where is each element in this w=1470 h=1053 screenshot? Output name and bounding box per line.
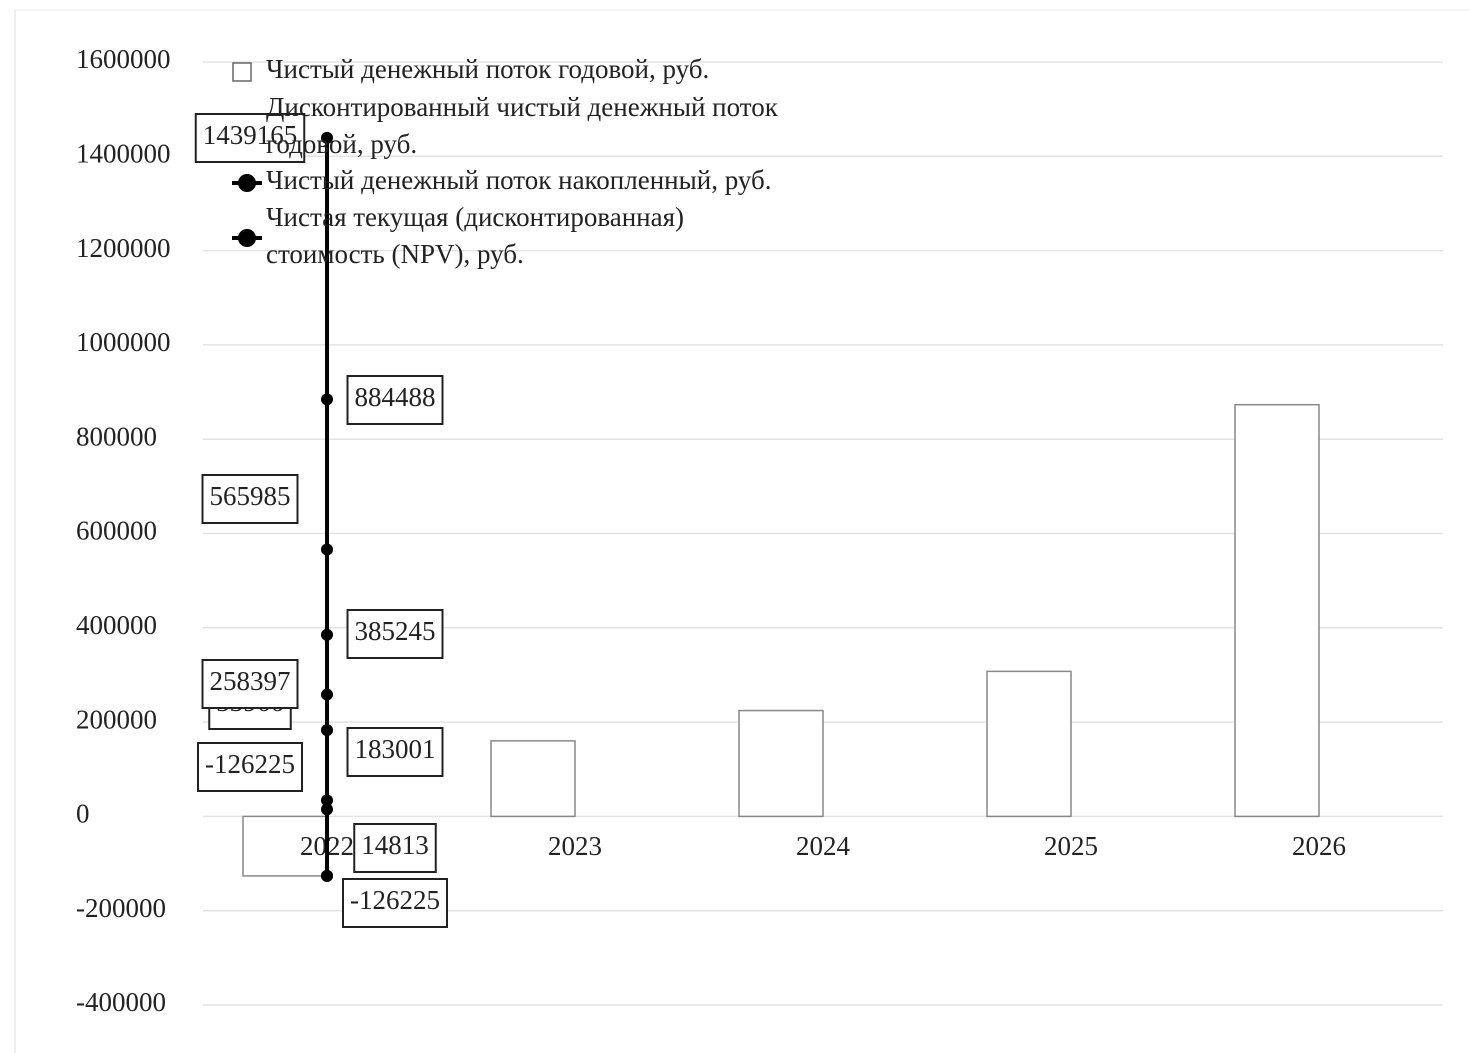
- legend-label: Дисконтированный чистый денежный поток го…: [266, 92, 779, 159]
- bar: [1234, 403, 1320, 818]
- bar: [738, 709, 824, 818]
- y-tick-label: 600000: [76, 516, 157, 546]
- data-label-box: [353, 823, 437, 873]
- x-tick-label: 2024: [796, 831, 851, 861]
- y-tick-label: 1200000: [76, 233, 171, 263]
- legend-line: Чистый денежный поток годовой, руб.: [266, 54, 709, 84]
- bar: [986, 670, 1072, 818]
- data-label: -126225: [342, 878, 448, 928]
- data-label-text: 1439165: [203, 120, 298, 150]
- y-tick-label: 800000: [76, 421, 157, 451]
- data-label-box: [194, 113, 306, 163]
- line-point: [321, 803, 333, 816]
- data-label: 183001: [346, 727, 444, 777]
- data-label: 258397: [201, 659, 299, 709]
- line-point: [321, 393, 333, 406]
- data-label-text: -126225: [205, 749, 295, 779]
- data-label: 1439165: [194, 113, 306, 163]
- data-label: 385245: [346, 609, 444, 659]
- y-tick-label: -200000: [76, 893, 166, 923]
- legend-swatch: [238, 229, 256, 247]
- y-tick-label: 1400000: [76, 139, 171, 169]
- y-tick-label: 1000000: [76, 327, 171, 357]
- legend-line: стоимость (NPV), руб.: [266, 239, 524, 269]
- data-label-box: [201, 474, 299, 524]
- legend-line: Чистый денежный поток накопленный, руб.: [266, 165, 771, 195]
- legend-swatch: [232, 62, 252, 82]
- data-label-box: [342, 878, 448, 928]
- line-point: [321, 869, 333, 882]
- legend-label: Чистый денежный поток накопленный, руб.: [266, 165, 771, 195]
- data-label-text: 14813: [361, 830, 429, 860]
- data-label-text: 884488: [355, 382, 436, 412]
- legend-line: Чистая текущая (дисконтированная): [266, 202, 684, 232]
- legend-line: Дисконтированный чистый денежный поток: [266, 92, 779, 122]
- data-label-text: 385245: [355, 616, 436, 646]
- data-label-box: [201, 659, 299, 709]
- line-point: [321, 131, 333, 144]
- data-label-box: [197, 742, 303, 792]
- data-label-box: [346, 375, 444, 425]
- data-label-box: [346, 609, 444, 659]
- data-label-text: 258397: [210, 666, 291, 696]
- data-label: -126225: [197, 742, 303, 792]
- y-tick-label: -400000: [76, 987, 166, 1017]
- y-tick-label: 1600000: [76, 44, 171, 74]
- bar: [1071, 721, 1155, 816]
- bar: [1319, 581, 1403, 816]
- x-tick-label: 2026: [1292, 831, 1346, 861]
- y-tick-label: 0: [76, 799, 90, 829]
- legend-line: годовой, руб.: [266, 129, 417, 159]
- line-point: [321, 628, 333, 641]
- data-label-text: 183001: [355, 734, 436, 764]
- bar: [575, 750, 659, 816]
- data-label: 565985: [201, 474, 299, 524]
- y-tick-label: 200000: [76, 704, 157, 734]
- data-label-text: 565985: [210, 481, 291, 511]
- data-label: 14813: [353, 823, 437, 873]
- legend-label: Чистая текущая (дисконтированная) стоимос…: [266, 202, 684, 269]
- line-point: [321, 688, 333, 701]
- data-label-text: -126225: [350, 885, 440, 915]
- line-point: [321, 794, 333, 807]
- bar: [823, 737, 907, 816]
- y-tick-label: 400000: [76, 610, 157, 640]
- legend-label: Чистый денежный поток годовой, руб.: [266, 54, 709, 84]
- x-tick-label: 2025: [1044, 831, 1098, 861]
- legend-swatch: [238, 174, 256, 192]
- line-point: [321, 543, 333, 556]
- x-tick-label: 2023: [548, 831, 602, 861]
- bar: [490, 740, 576, 818]
- data-label-box: [346, 727, 444, 777]
- line-point: [321, 724, 333, 737]
- data-label: 884488: [346, 375, 444, 425]
